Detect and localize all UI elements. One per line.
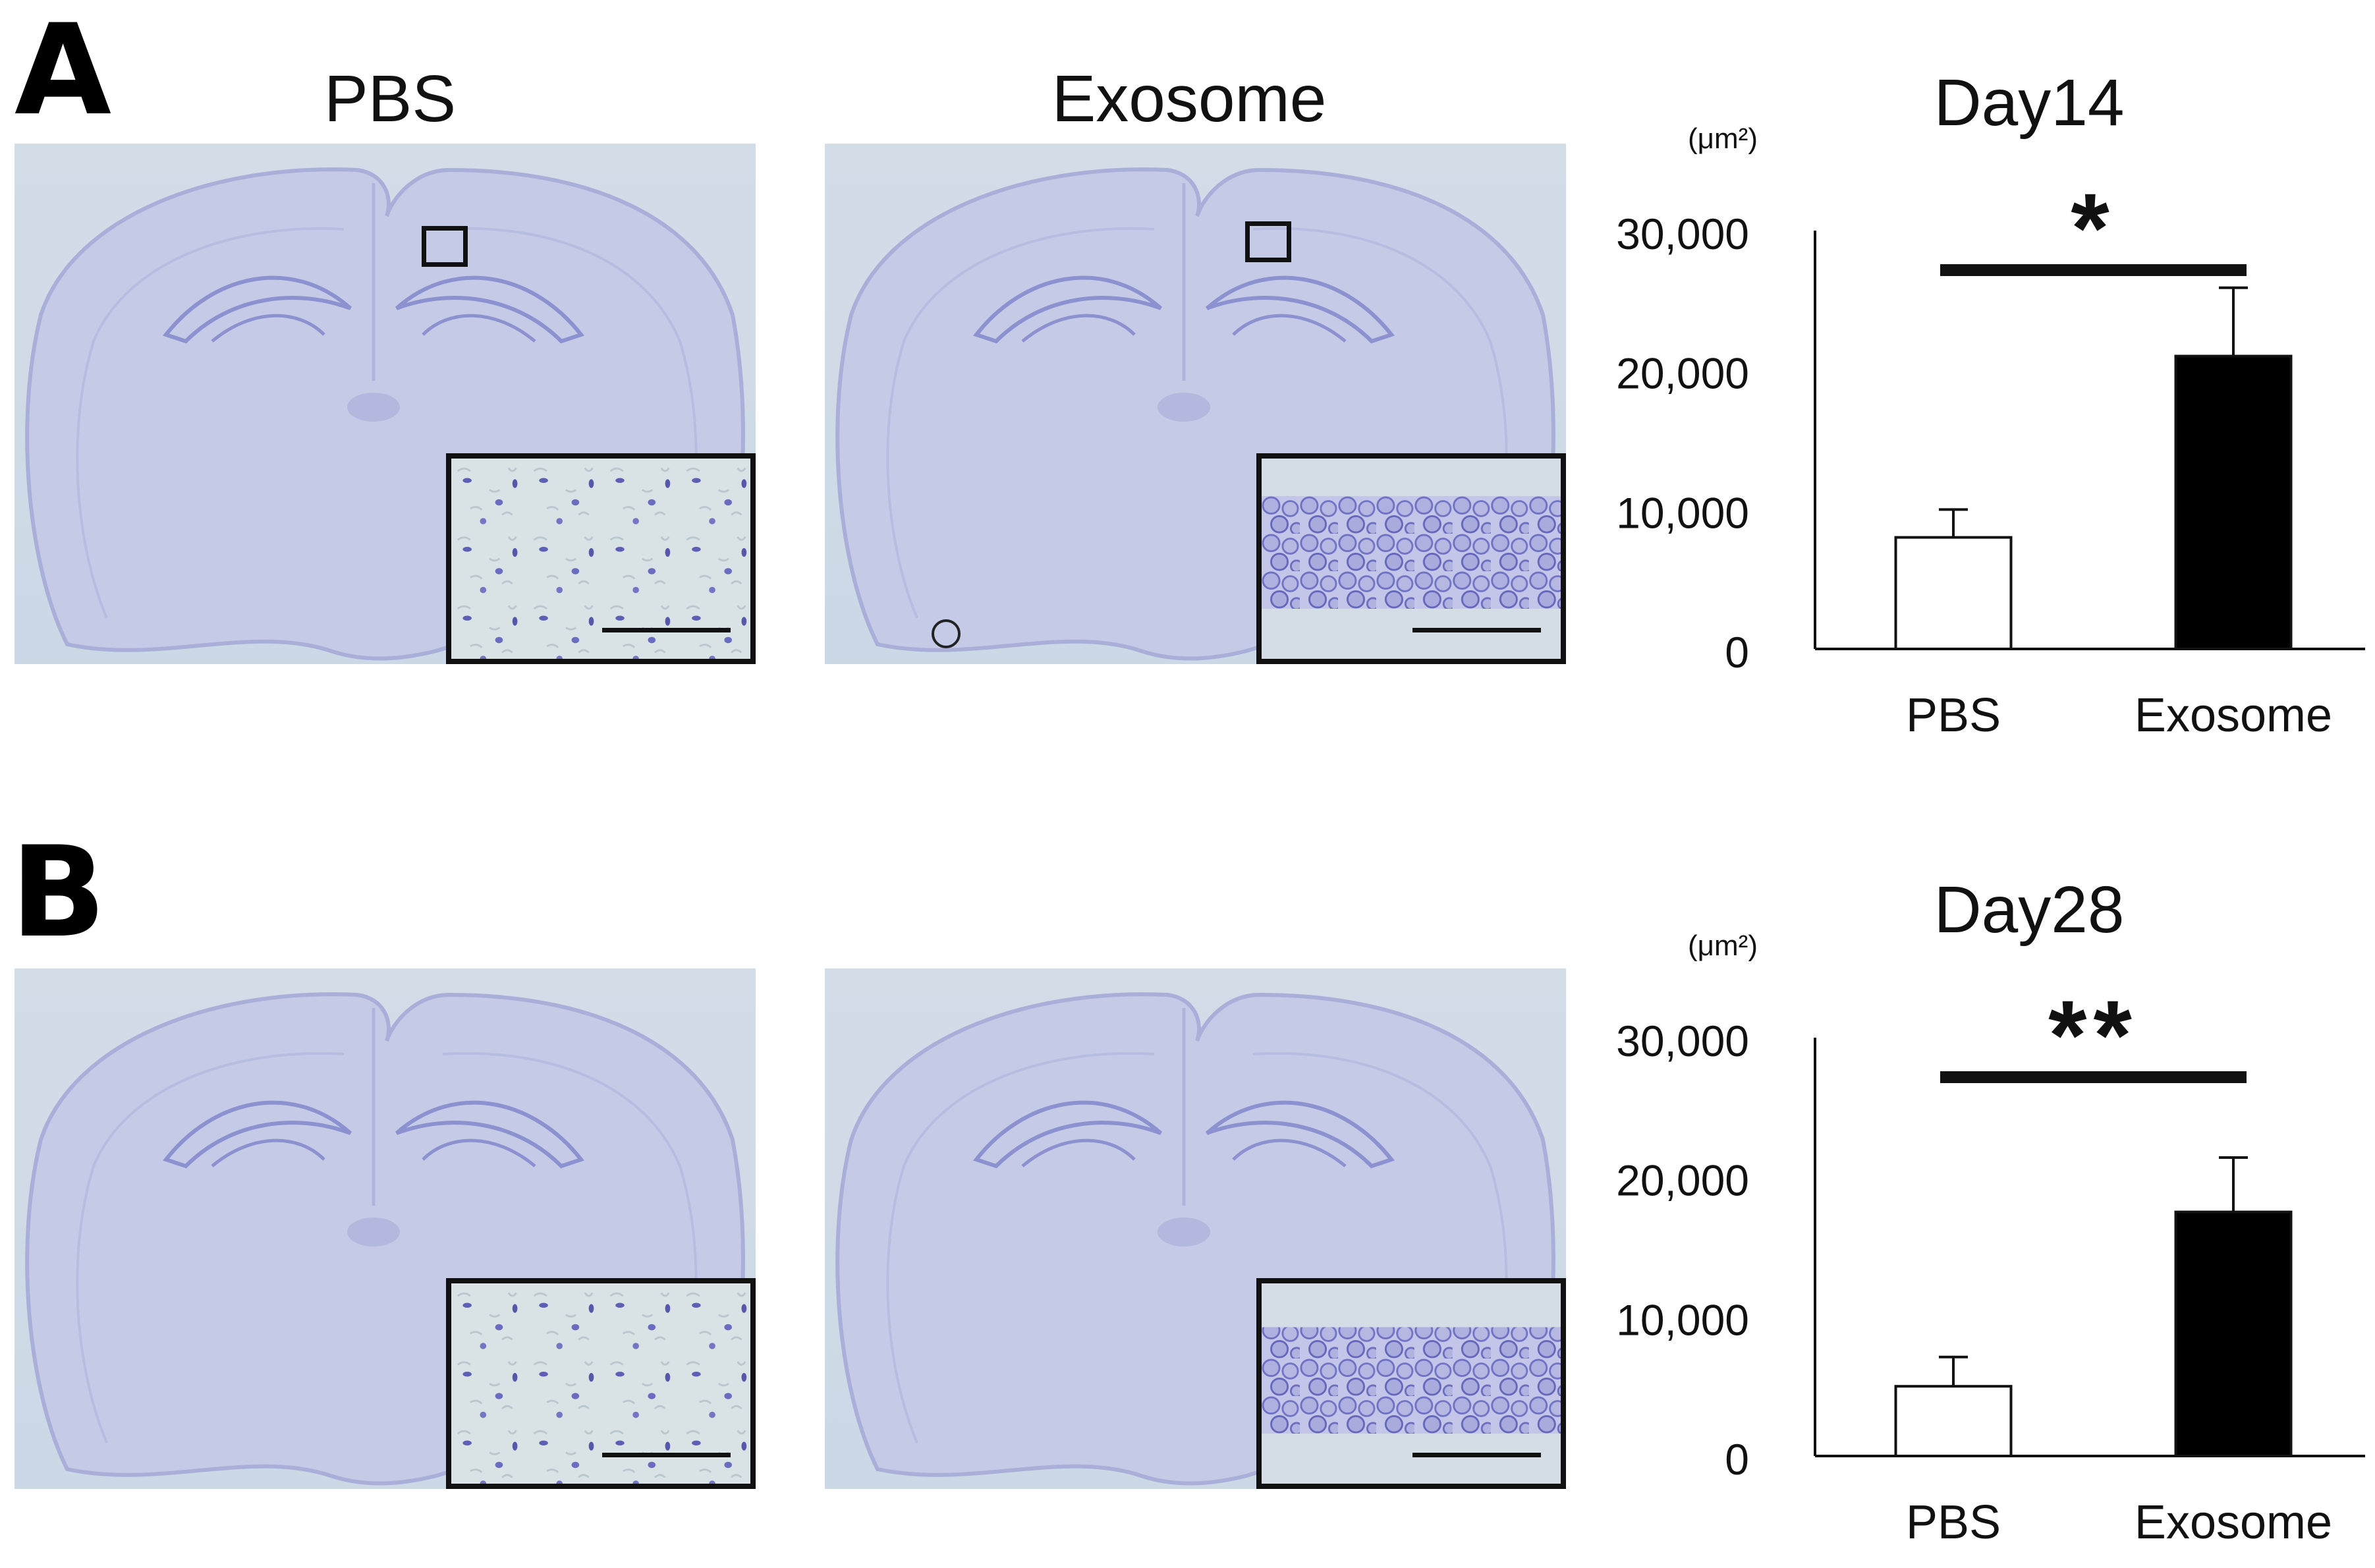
bar-chart-day28: Day28 (μm²) 0 10,000 20,000 30,000 PBS Exosome *… xyxy=(1575,873,2365,1565)
y-tick-label: 10,000 xyxy=(1616,488,1749,537)
y-tick-label: 20,000 xyxy=(1616,1156,1749,1205)
micrograph-a-exosome xyxy=(825,144,1566,664)
bar-exosome xyxy=(2174,1210,2293,1457)
chart-title: Day14 xyxy=(1934,66,2124,140)
micrograph-a-pbs xyxy=(14,144,756,664)
roi-box xyxy=(422,226,468,267)
x-tick-label: Exosome xyxy=(2135,1496,2332,1549)
bar-chart-day14: Day14 (μm²) 0 10,000 20,000 30,000 PBS Exosome * xyxy=(1575,66,2365,758)
y-tick-label: 0 xyxy=(1725,1435,1749,1484)
column-title-exosome: Exosome xyxy=(1051,62,1327,136)
roi-box xyxy=(1245,221,1291,262)
x-tick-label: PBS xyxy=(1906,1496,2001,1549)
panel-letter-b: B xyxy=(11,820,106,965)
bar-pbs xyxy=(1894,1385,2013,1458)
scale-bar xyxy=(1412,1453,1541,1457)
y-tick-label: 20,000 xyxy=(1616,349,1749,398)
micrograph-b-pbs xyxy=(14,968,756,1489)
scale-bar xyxy=(1412,628,1541,632)
y-unit-label: (μm²) xyxy=(1688,123,1758,155)
y-tick-label: 30,000 xyxy=(1616,210,1749,258)
significance-marker: ** xyxy=(2048,980,2138,1090)
chart-svg: Day28 (μm²) 0 10,000 20,000 30,000 PBS Exosome *… xyxy=(1616,873,2365,1549)
x-tick-label: Exosome xyxy=(2135,689,2332,742)
magnified-inset xyxy=(446,453,756,664)
micrograph-b-exosome xyxy=(825,968,1566,1489)
y-unit-label: (μm²) xyxy=(1688,930,1758,962)
x-tick-label: PBS xyxy=(1906,689,2001,742)
bar-pbs xyxy=(1894,536,2013,651)
chart-svg: Day14 (μm²) 0 10,000 20,000 30,000 PBS Exosome * xyxy=(1616,66,2365,742)
bar-exosome xyxy=(2174,354,2293,650)
y-tick-label: 10,000 xyxy=(1616,1295,1749,1344)
chart-title: Day28 xyxy=(1934,873,2124,947)
panel-letter-a: A xyxy=(14,0,112,143)
magnified-inset xyxy=(1256,1278,1566,1489)
y-tick-label: 0 xyxy=(1725,628,1749,677)
column-title-pbs: PBS xyxy=(323,62,457,136)
y-tick-label: 30,000 xyxy=(1616,1017,1749,1065)
significance-marker: * xyxy=(2071,173,2115,283)
scale-bar xyxy=(602,1453,731,1457)
roi-circle xyxy=(932,619,961,648)
scale-bar xyxy=(602,628,731,632)
magnified-inset xyxy=(446,1278,756,1489)
magnified-inset xyxy=(1256,453,1566,664)
